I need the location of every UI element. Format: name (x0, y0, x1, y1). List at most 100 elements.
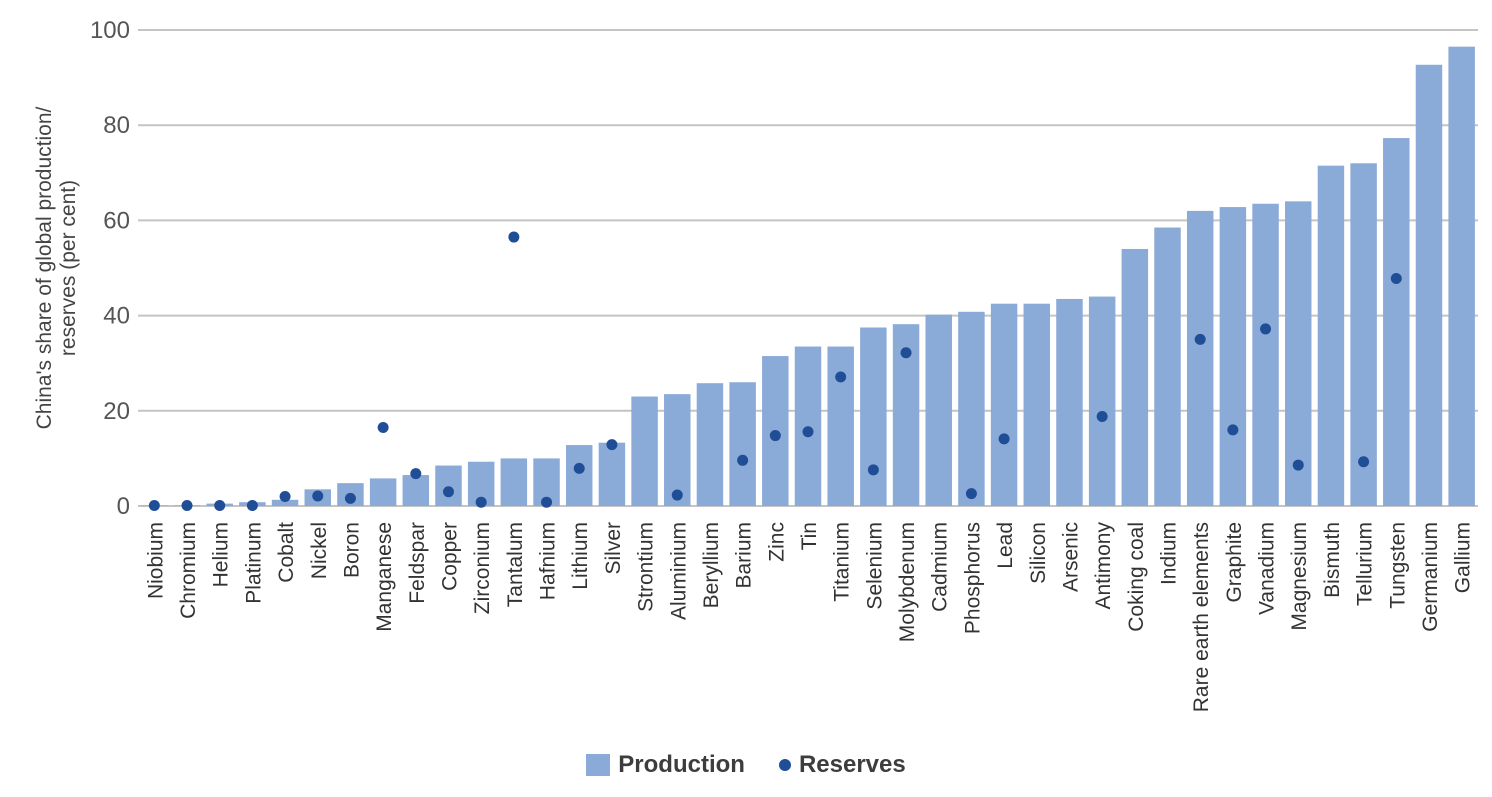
x-tick-label: Silicon (1027, 522, 1050, 584)
reserves-points (148, 231, 1402, 512)
point-reserves (965, 488, 977, 500)
x-tick-label: Platinum (242, 522, 265, 604)
bar-production (1154, 227, 1181, 507)
bar-production (1056, 298, 1083, 506)
y-tick-label: 40 (103, 303, 130, 330)
legend: Production Reserves (0, 747, 1492, 783)
x-tick-label: Barium (733, 522, 756, 589)
x-tick-label: Tin (798, 522, 821, 550)
x-tick-label: Silver (602, 522, 625, 575)
point-reserves (214, 500, 226, 512)
point-reserves (508, 231, 520, 243)
point-reserves (802, 426, 814, 438)
x-tick-label: Beryllium (700, 522, 723, 608)
x-tick-label: Indium (1158, 522, 1181, 585)
x-tick-label: Zinc (765, 522, 788, 562)
x-tick-label: Phosphorus (961, 522, 984, 634)
point-reserves (377, 421, 389, 433)
point-reserves (1096, 411, 1108, 423)
bar-production (696, 383, 724, 506)
point-reserves (442, 486, 454, 498)
bar-production (435, 465, 462, 506)
point-reserves (998, 433, 1010, 445)
legend-item-production: Production (586, 751, 745, 779)
point-reserves (410, 468, 422, 480)
legend-item-reserves: Reserves (778, 751, 906, 779)
bar-production (958, 311, 985, 506)
point-reserves (279, 490, 291, 502)
x-tick-label: Lead (994, 522, 1017, 569)
y-tick-label: 60 (103, 207, 130, 234)
x-tick-label: Coking coal (1125, 522, 1148, 632)
x-tick-label: Cadmium (929, 522, 952, 612)
bar-production (500, 458, 528, 506)
bar-production (631, 396, 658, 506)
x-tick-label: Lithium (569, 522, 592, 590)
y-axis-label-line-2: reserves (per cent) (57, 180, 80, 356)
bar-production (369, 478, 397, 506)
x-tick-label: Hafnium (537, 522, 560, 600)
point-reserves (1260, 323, 1272, 335)
bar-production (271, 499, 299, 506)
x-tick-label: Boron (340, 522, 363, 578)
x-tick-label: Manganese (373, 522, 396, 632)
bar-production (860, 327, 887, 506)
bar-production (827, 346, 854, 506)
bar-production (664, 394, 691, 506)
x-tick-label: Antimony (1092, 522, 1115, 610)
point-reserves (606, 439, 618, 451)
x-tick-label: Feldspar (406, 522, 429, 604)
x-tick-label: Vanadium (1256, 522, 1279, 615)
point-reserves (1292, 459, 1304, 471)
point-reserves (835, 371, 847, 383)
y-tick-label: 100 (90, 17, 130, 44)
point-reserves (671, 489, 683, 501)
bar-production (565, 445, 593, 506)
point-reserves (737, 454, 749, 466)
x-tick-label: Aluminium (667, 522, 690, 620)
bar-production (1219, 207, 1247, 506)
x-tick-label: Graphite (1223, 522, 1246, 603)
bar-production (1415, 64, 1443, 507)
bar-production (598, 442, 626, 506)
point-reserves (769, 430, 781, 442)
bar-production (990, 303, 1018, 506)
y-axis-label-line-1: China's share of global production/ (33, 106, 56, 429)
bar-production (925, 314, 952, 506)
x-tick-label: Cobalt (275, 522, 298, 583)
point-reserves (1194, 333, 1206, 345)
bar-production (402, 475, 430, 506)
x-tick-label: Selenium (863, 522, 886, 610)
bar-production (729, 382, 756, 506)
x-tick-label: Zirconium (471, 522, 494, 614)
x-tick-label: Magnesium (1288, 522, 1311, 631)
x-tick-label: Germanium (1419, 522, 1442, 632)
bar-production (1088, 296, 1116, 506)
x-axis-category-labels: Niobium Chromium Helium Platinum Cobalt Nicke… (144, 522, 1474, 713)
x-tick-label: Niobium (144, 522, 167, 599)
bar-production (1285, 201, 1312, 507)
y-tick-label: 80 (103, 112, 130, 139)
legend-label-reserves: Reserves (798, 751, 906, 778)
legend-marker-reserves (778, 759, 791, 771)
point-reserves (344, 492, 356, 504)
x-tick-label: Chromium (177, 522, 200, 619)
x-tick-label: Molybdenum (896, 522, 919, 642)
legend-swatch-production (586, 754, 611, 776)
point-reserves (900, 347, 912, 359)
point-reserves (246, 500, 258, 512)
point-reserves (148, 500, 160, 512)
point-reserves (573, 462, 585, 474)
bar-production (1252, 203, 1279, 507)
bar-production (1186, 210, 1214, 506)
bar-production (1350, 163, 1377, 506)
x-tick-label: Tantalum (504, 522, 527, 607)
bar-production (1023, 303, 1051, 506)
point-reserves (475, 496, 487, 508)
x-tick-label: Bismuth (1321, 522, 1344, 598)
x-tick-label: Nickel (308, 522, 331, 579)
x-tick-label: Tellurium (1354, 522, 1377, 606)
x-tick-label: Helium (210, 522, 233, 587)
